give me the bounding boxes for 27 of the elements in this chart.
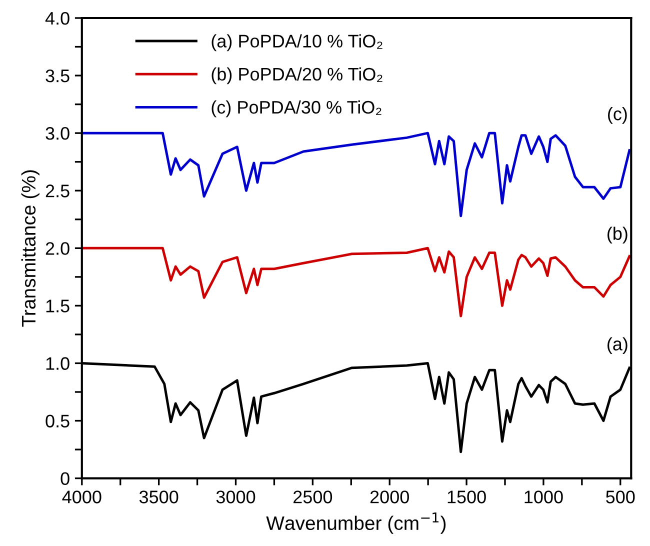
x-tick-label: 2500: [294, 490, 332, 504]
line-series: [82, 246, 631, 318]
x-tick-label: 3500: [139, 490, 178, 504]
y-tick-label: 3.0: [46, 127, 70, 140]
x-axis-title: Wavenumber (cm$^{−1}$): [266, 512, 446, 534]
annotation: (a): [608, 337, 628, 354]
legend-label: (a) PoPDA/10 % TiO₂: [212, 34, 382, 52]
x-tick-label: 4000: [62, 490, 102, 504]
x-tick-label: 500: [606, 490, 635, 504]
line-series: [82, 132, 631, 218]
y-tick-label: 4.0: [45, 12, 70, 25]
y-tick-label: 3.5: [46, 69, 70, 82]
y-tick-label: 0.5: [46, 414, 70, 428]
y-tick-label: 1.5: [46, 300, 70, 312]
annotation: (c): [608, 107, 627, 124]
x-tick-label: 3000: [216, 490, 256, 504]
legend-label: (c) PoPDA/30 % TiO₂: [212, 100, 382, 118]
annotation: (b): [608, 226, 628, 244]
y-axis-title: Transmittance (%): [21, 170, 40, 327]
y-tick-label: 1.0: [46, 357, 70, 370]
legend-label: (b) PoPDA/20 % TiO₂: [212, 67, 382, 84]
x-tick-label: 1500: [448, 490, 486, 504]
x-tick-label: 1000: [524, 490, 563, 504]
y-tick-label: 2.0: [46, 242, 70, 255]
y-tick-label: 0: [60, 472, 70, 486]
y-tick-label: 2.5: [46, 184, 70, 198]
x-tick-label: 2000: [370, 490, 409, 504]
